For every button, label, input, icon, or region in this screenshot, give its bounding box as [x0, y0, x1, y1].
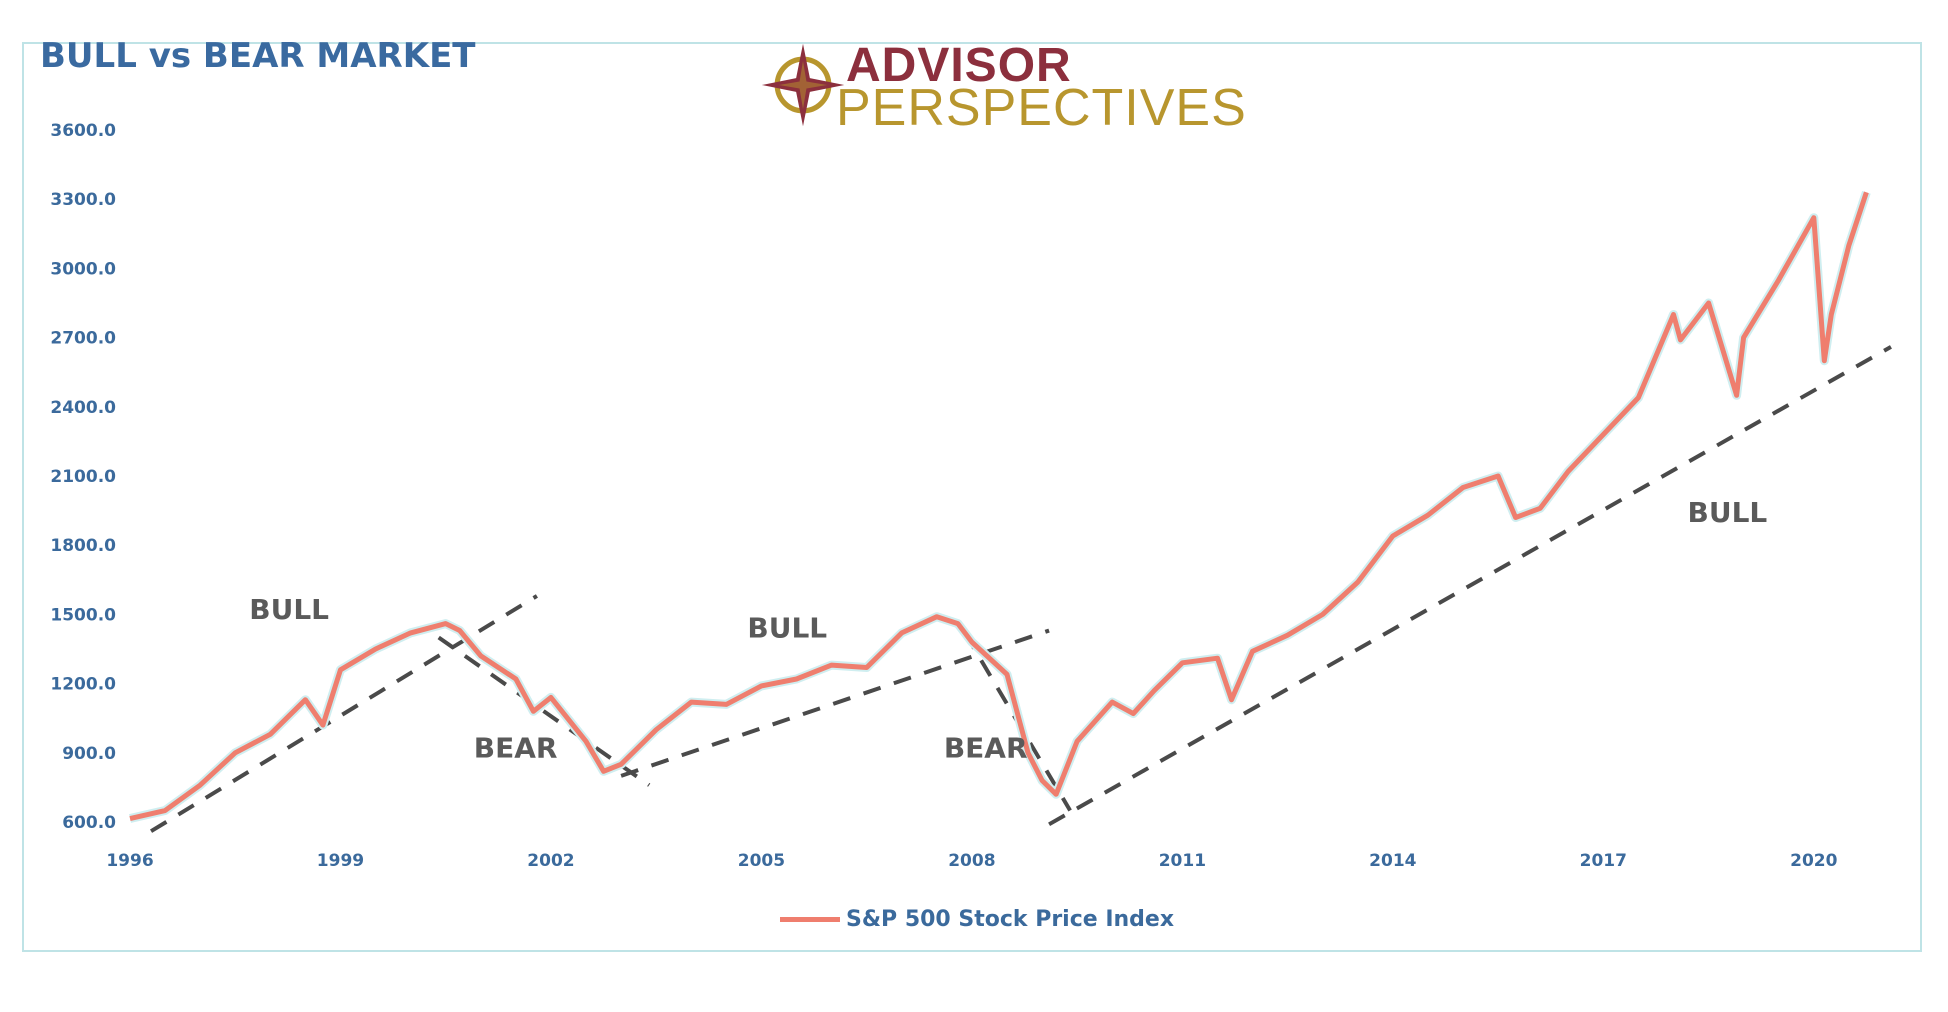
y-tick-label: 3600.0: [50, 121, 116, 141]
x-tick-label: 1996: [106, 851, 153, 871]
y-tick-label: 3000.0: [50, 259, 116, 279]
annotations: BULL BEAR BULL BEAR BULL: [249, 496, 1767, 764]
chart-title: BULL vs BEAR MARKET: [40, 36, 476, 76]
y-axis-ticks: 600.0 900.0 1200.0 1500.0 1800.0 2100.0 2400.0…: [50, 121, 116, 833]
x-tick-label: 2017: [1580, 851, 1627, 871]
y-tick-label: 1800.0: [50, 536, 116, 556]
y-tick-label: 900.0: [62, 744, 116, 764]
trend-line-bull: [1048, 345, 1892, 827]
x-tick-label: 2002: [527, 851, 574, 871]
x-axis-ticks: 1996 1999 2002 2005 2008 2011 2014 2017 2020: [106, 851, 1837, 871]
y-tick-label: 2400.0: [50, 398, 116, 418]
legend: S&P 500 Stock Price Index: [780, 904, 1174, 934]
annotation-bull: BULL: [249, 593, 329, 626]
series-lines: [129, 190, 1871, 823]
trend-line-bull: [150, 594, 538, 833]
series-line: [129, 191, 1869, 821]
x-tick-label: 2014: [1369, 851, 1416, 871]
series-line-glow: [129, 190, 1871, 823]
trend-line-bear: [437, 635, 651, 787]
y-tick-label: 2100.0: [50, 467, 116, 487]
y-tick-label: 1500.0: [50, 605, 116, 625]
y-tick-label: 1200.0: [50, 675, 116, 695]
annotation-bull: BULL: [1688, 496, 1768, 529]
legend-label: S&P 500 Stock Price Index: [846, 906, 1175, 932]
x-tick-label: 2008: [948, 851, 995, 871]
x-tick-label: 2020: [1790, 851, 1837, 871]
y-tick-label: 2700.0: [50, 329, 116, 349]
x-tick-label: 1999: [317, 851, 364, 871]
y-tick-label: 600.0: [62, 813, 116, 833]
legend-swatch: [780, 916, 840, 922]
annotation-bear: BEAR: [474, 731, 558, 764]
chart-frame: [22, 42, 1922, 952]
annotation-bear: BEAR: [944, 731, 1028, 764]
logo-word-advisor: ADVISOR: [846, 39, 1072, 92]
compass-star-icon: [761, 43, 845, 127]
y-tick-label: 3300.0: [50, 190, 116, 210]
x-tick-label: 2011: [1159, 851, 1206, 871]
x-tick-label: 2005: [738, 851, 785, 871]
logo-word-perspectives: PERSPECTIVES: [836, 79, 1247, 137]
advisor-perspectives-logo: ADVISOR PERSPECTIVES: [760, 38, 1246, 137]
trend-line-bull: [620, 628, 1050, 778]
annotation-bull: BULL: [747, 611, 827, 644]
